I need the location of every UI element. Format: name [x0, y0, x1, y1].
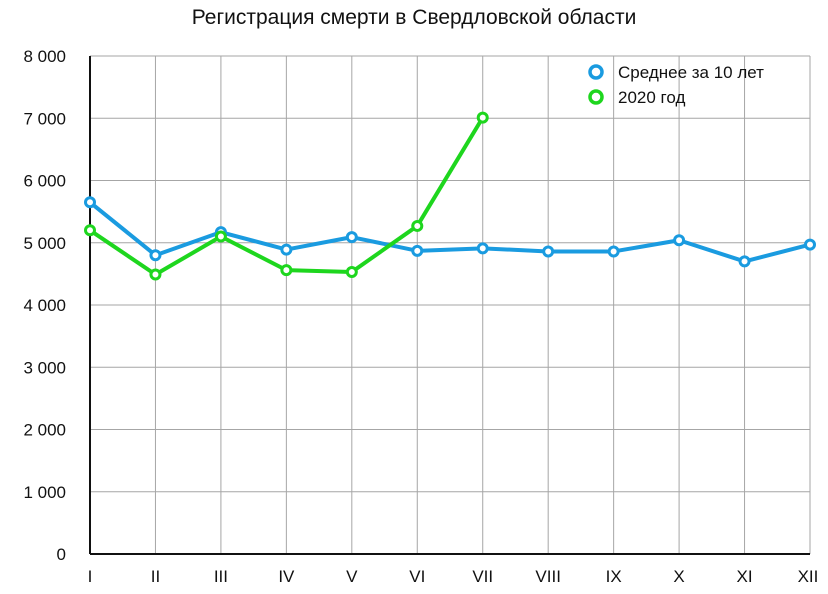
data-point — [280, 264, 293, 277]
series-line — [88, 200, 811, 264]
data-point — [738, 255, 751, 268]
axes — [89, 56, 810, 555]
grid-lines — [90, 55, 811, 554]
x-tick-label: XII — [798, 567, 819, 586]
y-tick-label: 4 000 — [23, 296, 66, 315]
data-point — [280, 243, 293, 256]
x-tick-labels: I II III IV V VI VII VIII IX X XI XII — [88, 567, 819, 586]
data-point — [214, 230, 227, 243]
data-point — [345, 266, 358, 279]
x-tick-label: V — [346, 567, 358, 586]
x-tick-label: VII — [472, 567, 493, 586]
y-tick-label: 6 000 — [23, 172, 66, 191]
x-tick-label: I — [88, 567, 93, 586]
data-point — [345, 231, 358, 244]
y-tick-label: 3 000 — [23, 358, 66, 377]
y-tick-label: 0 — [57, 545, 66, 564]
x-tick-label: III — [214, 567, 228, 586]
data-point — [542, 245, 555, 258]
data-point — [476, 111, 489, 124]
legend: Среднее за 10 лет 2020 год — [588, 63, 764, 107]
series-2 — [84, 111, 489, 281]
legend-marker — [588, 89, 604, 105]
data-point — [411, 219, 424, 232]
x-tick-label: II — [151, 567, 160, 586]
legend-marker — [588, 64, 604, 80]
x-tick-label: IX — [606, 567, 622, 586]
data-point — [673, 234, 686, 247]
data-point — [476, 242, 489, 255]
y-tick-label: 1 000 — [23, 483, 66, 502]
x-tick-label: VIII — [535, 567, 561, 586]
series-lines — [84, 111, 816, 281]
y-tick-label: 7 000 — [23, 109, 66, 128]
data-point — [607, 245, 620, 258]
y-tick-label: 8 000 — [23, 47, 66, 66]
series-1 — [84, 196, 816, 268]
x-tick-label: IV — [278, 567, 295, 586]
y-tick-labels: 0 1 000 2 000 3 000 4 000 5 000 6 000 7 000 8 00… — [23, 47, 66, 564]
x-tick-label: X — [673, 567, 684, 586]
data-point — [84, 224, 96, 237]
data-point — [149, 249, 162, 262]
y-tick-label: 5 000 — [23, 234, 66, 253]
data-point — [84, 196, 96, 209]
data-point — [804, 238, 816, 251]
x-tick-label: XI — [737, 567, 753, 586]
data-point — [411, 244, 424, 257]
legend-label: 2020 год — [618, 88, 685, 107]
chart-title: Регистрация смерти в Свердловской област… — [191, 6, 637, 29]
legend-label: Среднее за 10 лет — [618, 63, 764, 82]
x-tick-label: VI — [409, 567, 425, 586]
y-tick-label: 2 000 — [23, 421, 66, 440]
data-point — [149, 268, 162, 281]
